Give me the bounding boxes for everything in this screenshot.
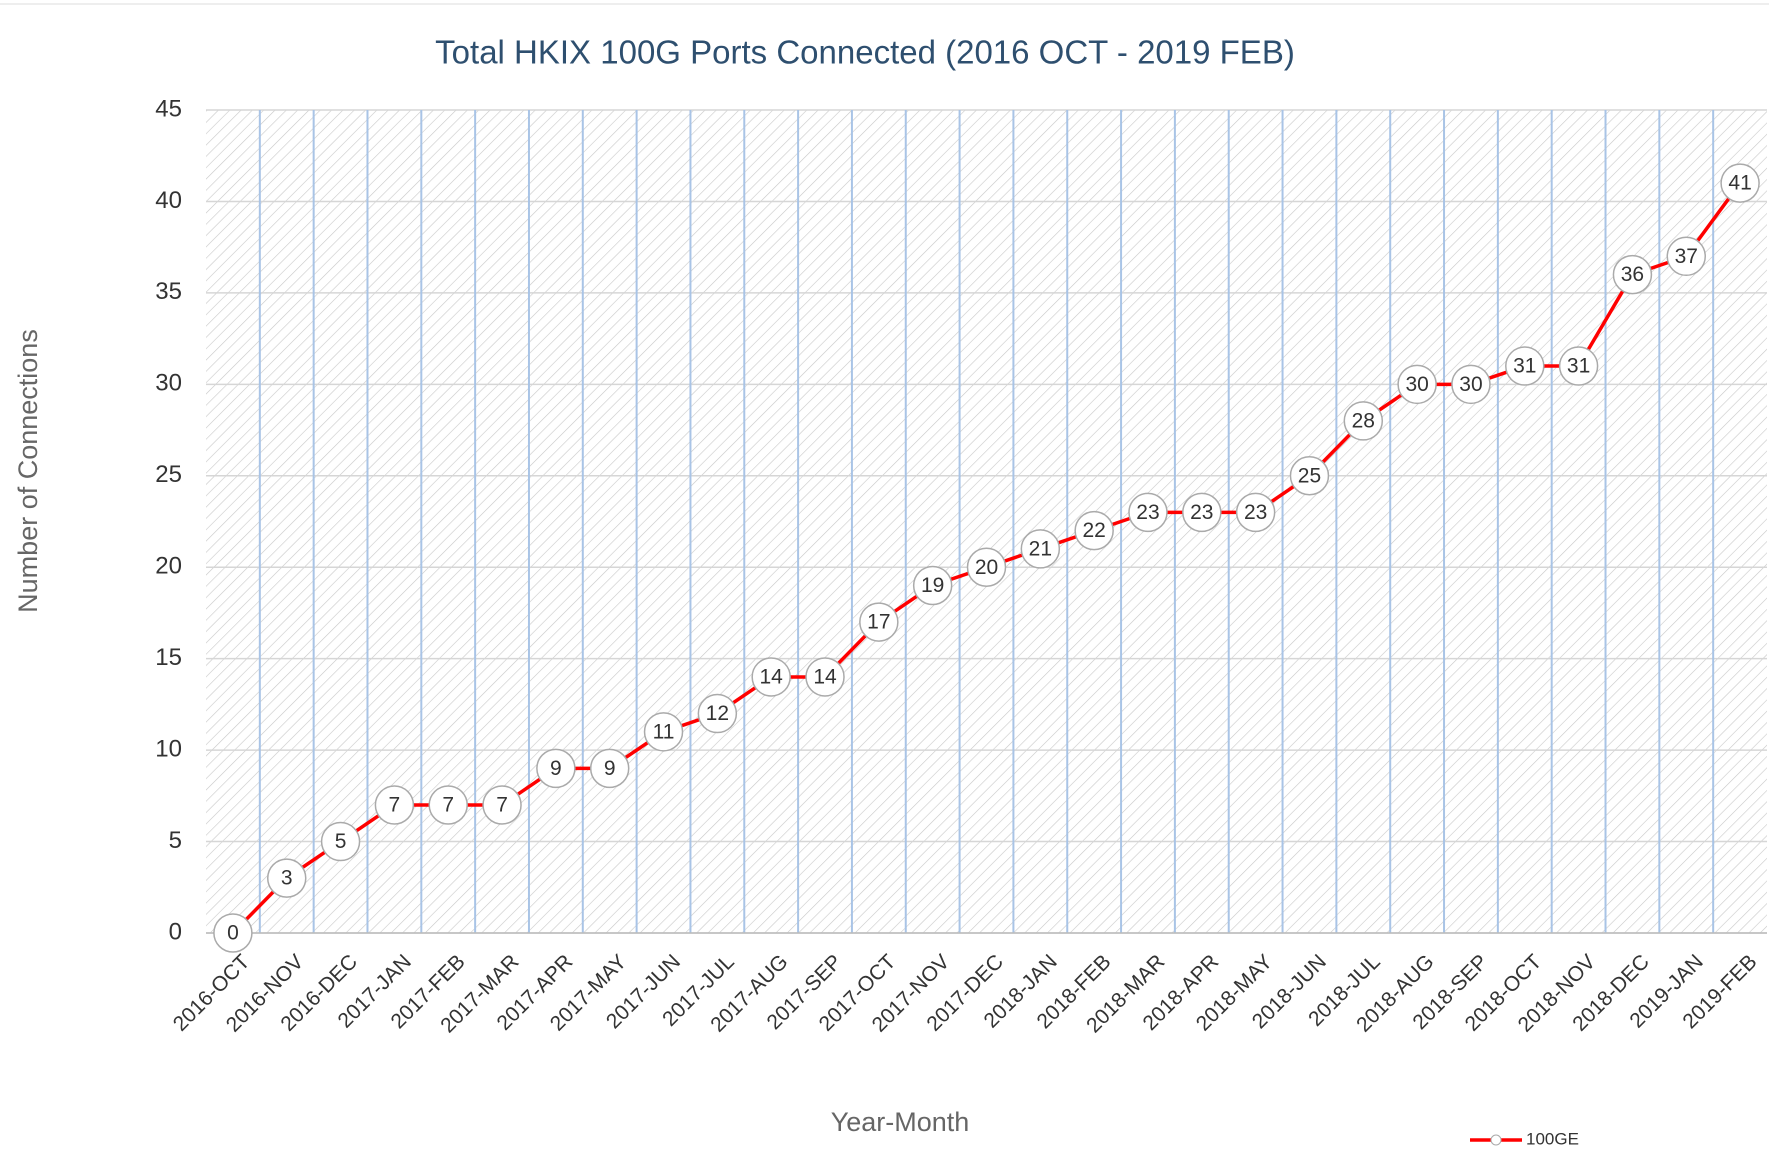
y-tick-label: 30 (155, 370, 182, 397)
data-label: 9 (550, 757, 562, 780)
data-label: 7 (496, 794, 508, 817)
y-tick-label: 0 (169, 918, 182, 945)
data-label: 0 (227, 922, 239, 945)
data-point (1343, 401, 1384, 441)
data-label: 41 (1728, 172, 1751, 195)
data-label: 23 (1244, 501, 1267, 524)
data-point (751, 657, 791, 697)
data-point (859, 602, 899, 642)
data-label: 12 (706, 702, 729, 725)
y-tick-label: 10 (155, 735, 182, 762)
plot-background (206, 110, 1767, 933)
data-point (1612, 254, 1653, 295)
data-label: 5 (335, 830, 347, 853)
data-label: 7 (442, 794, 454, 817)
data-point (1074, 510, 1114, 551)
data-point (1451, 364, 1491, 405)
y-tick-label: 45 (155, 95, 182, 122)
data-point (805, 657, 845, 697)
data-label: 11 (653, 720, 675, 743)
data-point (697, 693, 738, 734)
data-point (1289, 456, 1330, 496)
data-label: 31 (1513, 355, 1536, 378)
data-point (266, 858, 307, 898)
legend-label: 100GE (1526, 1129, 1579, 1148)
data-label: 9 (604, 757, 616, 780)
data-label: 22 (1082, 519, 1105, 542)
x-axis-label: Year-Month (831, 1107, 970, 1137)
data-label: 36 (1621, 263, 1644, 286)
data-point (213, 913, 253, 953)
data-label: 14 (813, 666, 837, 689)
data-point (374, 785, 415, 825)
data-point (1235, 492, 1276, 533)
data-point (1720, 163, 1760, 203)
y-tick-label: 35 (155, 278, 182, 305)
data-point (1020, 529, 1061, 569)
y-tick-label: 40 (155, 187, 182, 214)
data-label: 37 (1675, 245, 1698, 268)
y-tick-label: 25 (155, 461, 182, 488)
data-label: 3 (281, 867, 293, 890)
data-label: 30 (1459, 373, 1482, 396)
data-point (912, 565, 953, 606)
data-label: 21 (1029, 537, 1052, 560)
data-point (320, 821, 361, 862)
data-point (643, 712, 684, 752)
y-tick-label: 20 (155, 553, 182, 580)
data-point (589, 748, 630, 789)
data-point (482, 785, 522, 825)
legend-marker (1490, 1134, 1502, 1146)
data-label: 20 (975, 556, 998, 579)
data-label: 17 (867, 611, 890, 634)
y-tick-label: 15 (155, 644, 182, 671)
data-point (1182, 492, 1222, 533)
data-label: 30 (1405, 373, 1428, 396)
data-point (1397, 364, 1437, 405)
y-axis-label: Number of Connections (13, 329, 43, 613)
data-point (428, 785, 468, 825)
data-label: 19 (921, 574, 944, 597)
data-point (1128, 492, 1168, 533)
data-point (966, 547, 1007, 587)
data-label: 31 (1567, 355, 1590, 378)
chart-title: Total HKIX 100G Ports Connected (2016 OC… (435, 34, 1295, 71)
y-tick-label: 5 (169, 827, 182, 854)
data-label: 25 (1298, 464, 1321, 487)
data-label: 23 (1190, 501, 1213, 524)
data-label: 7 (389, 794, 401, 817)
data-label: 23 (1136, 501, 1159, 524)
data-point (1558, 346, 1599, 386)
data-point (1505, 346, 1545, 386)
data-label: 14 (760, 666, 784, 689)
data-point (536, 748, 576, 789)
data-label: 28 (1352, 409, 1375, 432)
data-point (1666, 236, 1707, 277)
